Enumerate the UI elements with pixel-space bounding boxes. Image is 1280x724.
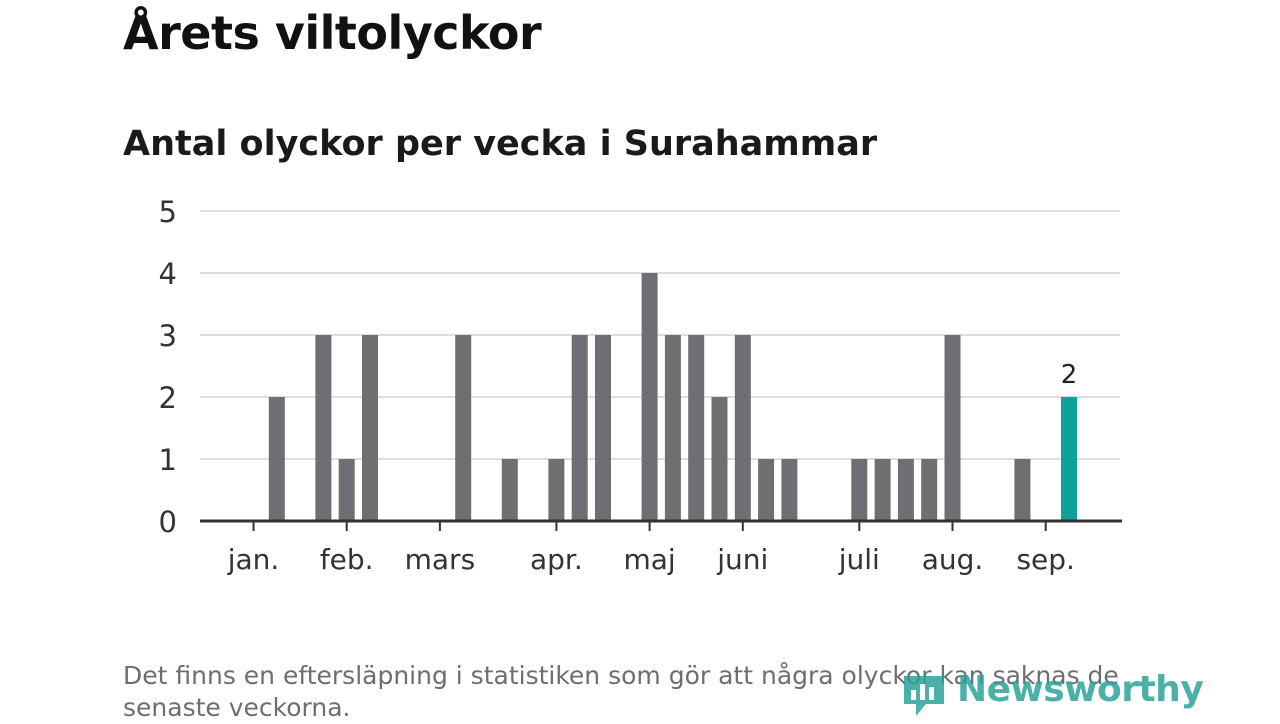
bar: [571, 335, 588, 521]
y-tick-label: 0: [159, 505, 177, 539]
bar: [734, 335, 751, 521]
y-tick-label: 5: [159, 195, 177, 229]
bar: [897, 459, 914, 521]
x-tick-label: jan.: [227, 543, 280, 576]
y-tick-label: 2: [159, 381, 177, 415]
bar: [874, 459, 891, 521]
data-label: 2: [1061, 360, 1078, 390]
bar: [921, 459, 938, 521]
bar: [944, 335, 961, 521]
bar: [851, 459, 868, 521]
bar: [781, 459, 798, 521]
bar: [1061, 397, 1077, 521]
x-tick-label: aug.: [922, 543, 984, 576]
x-tick-label: sep.: [1016, 543, 1075, 576]
y-tick-label: 3: [159, 319, 177, 353]
footnote: Det finns en eftersläpning i statistiken…: [123, 661, 1119, 722]
bar-chart: 0 1 2 3 4 5 2 jan. feb. mars apr. maj juni juli aug. se…: [159, 195, 1122, 576]
x-tick-label: juli: [838, 543, 880, 576]
bar: [315, 335, 332, 521]
bar: [501, 459, 518, 521]
bar: [688, 335, 705, 521]
x-tick-label: juni: [716, 543, 768, 576]
bar: [455, 335, 472, 521]
newsworthy-logo-icon: [904, 676, 944, 716]
bar: [641, 273, 658, 521]
bar: [758, 459, 775, 521]
x-tick-label: feb.: [320, 543, 374, 576]
bar: [362, 335, 378, 521]
newsworthy-logo-text: Newsworthy: [957, 669, 1204, 710]
chart-subtitle: Antal olyckor per vecka i Surahammar: [123, 124, 878, 164]
bar: [711, 397, 728, 521]
x-tick-label: mars: [405, 543, 476, 576]
y-tick-label: 4: [159, 257, 177, 291]
chart-title: Årets viltolyckor: [123, 6, 542, 60]
y-tick-label: 1: [159, 443, 177, 477]
bar: [1014, 459, 1031, 521]
bar: [664, 335, 681, 521]
x-tick-label: apr.: [530, 543, 583, 576]
x-tick-label: maj: [623, 543, 675, 576]
bar: [268, 397, 285, 521]
bar: [338, 459, 355, 521]
bar: [595, 335, 611, 521]
bar: [548, 459, 565, 521]
